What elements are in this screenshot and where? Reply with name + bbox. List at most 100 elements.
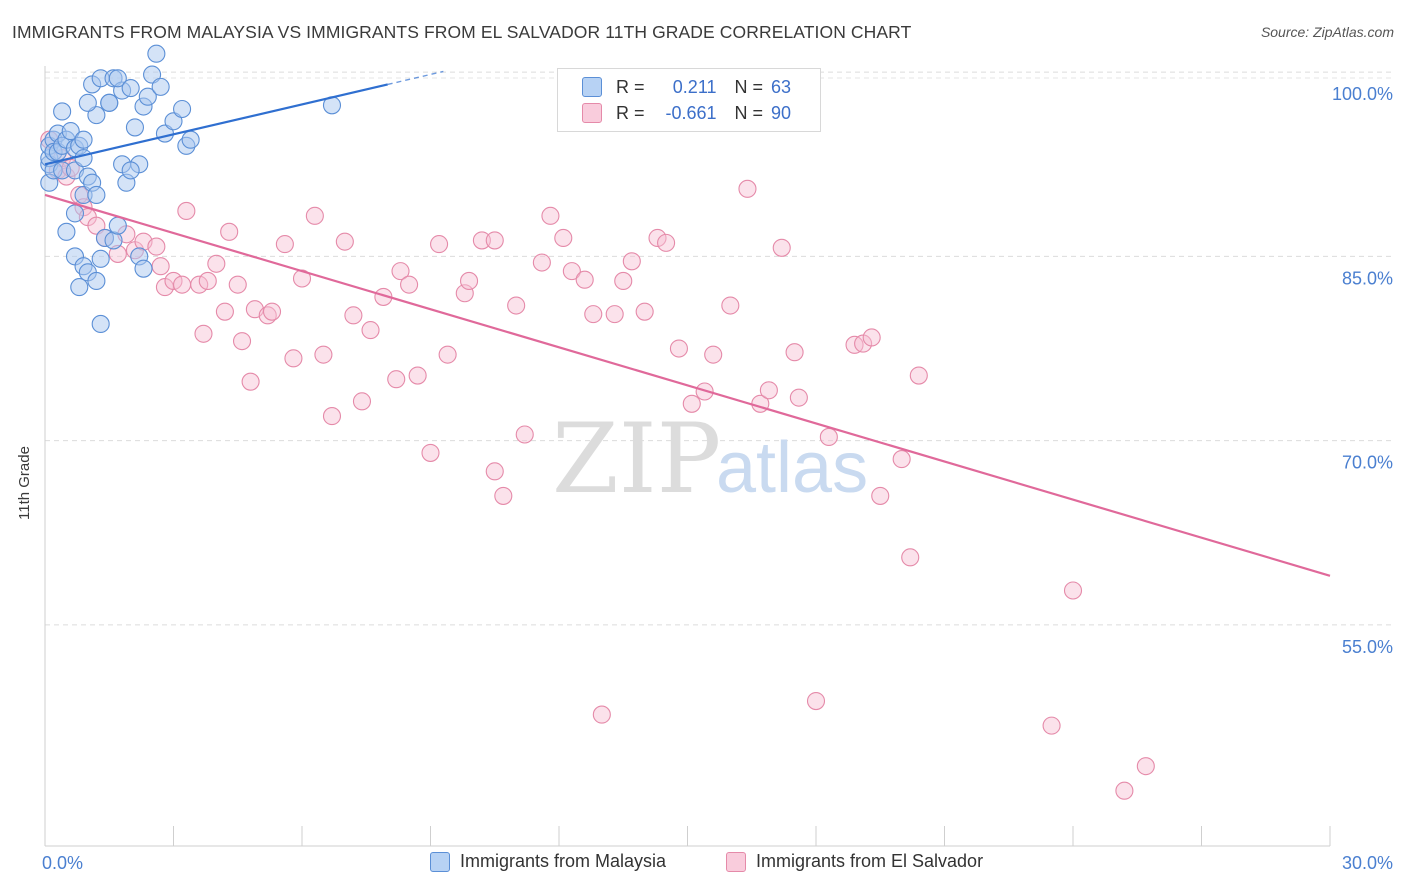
el-salvador-point xyxy=(262,302,282,321)
el-salvador-point xyxy=(147,237,166,256)
malaysia-point xyxy=(173,99,192,119)
legend-row-el-salvador: R = -0.661 N = 90 xyxy=(582,101,791,125)
el-salvador-point xyxy=(305,206,324,225)
el-salvador-point xyxy=(177,201,196,220)
el-salvador-point xyxy=(335,232,354,251)
malaysia-point xyxy=(125,118,144,137)
el-salvador-point xyxy=(400,275,419,294)
el-salvador-point xyxy=(785,343,804,362)
watermark-atlas: atlas xyxy=(716,428,868,508)
legend-r-label: R = xyxy=(616,76,645,97)
el-salvador-point xyxy=(669,339,688,358)
malaysia-point xyxy=(74,130,93,149)
malaysia-point xyxy=(100,93,119,112)
series-legend: Immigrants from Malaysia Immigrants from… xyxy=(0,851,1406,877)
el-salvador-point xyxy=(909,366,928,385)
el-salvador-point xyxy=(892,450,911,469)
el-salvador-point xyxy=(194,324,213,343)
malaysia-trend-line xyxy=(44,83,388,166)
el-salvador-point xyxy=(352,392,372,411)
legend-r-value: -0.661 xyxy=(665,102,717,123)
el-salvador-point xyxy=(87,216,106,235)
el-salvador-point xyxy=(862,328,881,347)
malaysia-point xyxy=(87,271,106,291)
malaysia-point xyxy=(108,216,127,235)
el-salvador-point xyxy=(1042,716,1061,735)
x-tick-label: 0.0% xyxy=(42,853,83,873)
correlation-legend: R = 0.211 N = 63 R = -0.661 N = 90 xyxy=(557,68,821,132)
el-salvador-point xyxy=(657,233,676,252)
el-salvador-point xyxy=(485,462,504,481)
el-salvador-point xyxy=(515,425,534,444)
el-salvador-swatch xyxy=(726,851,746,872)
tick-labels: 100.0% 85.0% 70.0% 55.0% 0.0% 30.0% xyxy=(42,84,1393,873)
trend-lines xyxy=(44,70,1331,577)
el-salvador-point xyxy=(220,222,239,241)
source-label: Source: ZipAtlas.com xyxy=(1260,24,1394,40)
malaysia-point xyxy=(151,77,170,96)
el-salvador-point xyxy=(228,275,247,294)
legend-item-el-salvador[interactable]: Immigrants from El Salvador xyxy=(726,851,983,872)
malaysia-point xyxy=(164,112,183,131)
legend-r-value: 0.211 xyxy=(672,76,717,97)
el-salvador-point xyxy=(494,486,513,505)
el-salvador-point xyxy=(759,381,778,400)
malaysia-point xyxy=(87,106,106,125)
el-salvador-point xyxy=(541,206,560,225)
malaysia-series xyxy=(40,44,342,334)
el-salvador-point xyxy=(1115,781,1134,800)
el-salvador-point xyxy=(648,228,667,248)
malaysia-point xyxy=(181,130,200,149)
chart-title: IMMIGRANTS FROM MALAYSIA VS IMMIGRANTS F… xyxy=(12,22,912,42)
el-salvador-point xyxy=(819,427,838,447)
el-salvador-point xyxy=(284,349,303,368)
el-salvador-point xyxy=(532,253,551,272)
el-salvador-point xyxy=(592,705,611,724)
legend-n-label: N = xyxy=(734,102,764,123)
malaysia-point xyxy=(53,102,72,121)
el-salvador-point xyxy=(704,345,723,364)
el-salvador-trend-line xyxy=(44,193,1331,577)
el-salvador-point xyxy=(721,296,740,315)
legend-row-malaysia: R = 0.211 N = 63 xyxy=(582,75,791,99)
grid-layer xyxy=(45,71,1395,626)
el-salvador-point xyxy=(605,305,624,324)
malaysia-point xyxy=(61,122,80,141)
el-salvador-point xyxy=(738,179,757,198)
malaysia-swatch xyxy=(430,851,450,872)
el-salvador-point xyxy=(207,254,226,273)
el-salvador-point xyxy=(622,252,641,271)
el-salvador-point xyxy=(275,235,294,254)
el-salvador-point xyxy=(421,443,440,462)
legend-item-malaysia[interactable]: Immigrants from Malaysia xyxy=(430,851,666,872)
y-tick-label: 70.0% xyxy=(1342,453,1393,473)
y-tick-label: 55.0% xyxy=(1342,637,1393,657)
el-salvador-point xyxy=(507,296,526,315)
malaysia-point xyxy=(65,204,85,223)
el-salvador-point xyxy=(361,321,380,340)
legend-r-label: R = xyxy=(616,102,645,123)
x-tick-label: 30.0% xyxy=(1342,853,1393,873)
el-salvador-point xyxy=(871,486,890,505)
malaysia-point xyxy=(143,65,162,84)
malaysia-point xyxy=(121,79,140,98)
el-salvador-point xyxy=(1136,757,1155,776)
el-salvador-point xyxy=(772,238,791,257)
watermark: ZIP atlas xyxy=(552,403,868,515)
el-salvador-point xyxy=(562,262,581,281)
legend-n-value: 90 xyxy=(771,102,792,123)
el-salvador-point xyxy=(635,302,654,321)
malaysia-point xyxy=(91,249,110,268)
el-salvador-point xyxy=(430,235,449,254)
el-salvador-point xyxy=(391,262,410,281)
el-salvador-point xyxy=(584,305,603,324)
el-salvador-point xyxy=(459,271,479,291)
el-salvador-point xyxy=(438,345,457,364)
y-tick-label: 100.0% xyxy=(1332,84,1393,104)
el-salvador-point xyxy=(387,370,406,389)
watermark-zip: ZIP xyxy=(552,403,721,515)
malaysia-point xyxy=(74,149,93,168)
el-salvador-point xyxy=(806,692,826,711)
el-salvador-point xyxy=(485,231,504,250)
el-salvador-point xyxy=(472,231,491,250)
